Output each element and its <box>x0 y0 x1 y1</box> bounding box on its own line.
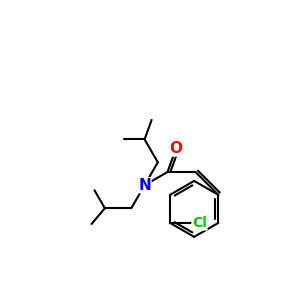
Text: N: N <box>138 178 151 193</box>
Text: O: O <box>169 141 183 156</box>
Text: Cl: Cl <box>192 216 207 230</box>
